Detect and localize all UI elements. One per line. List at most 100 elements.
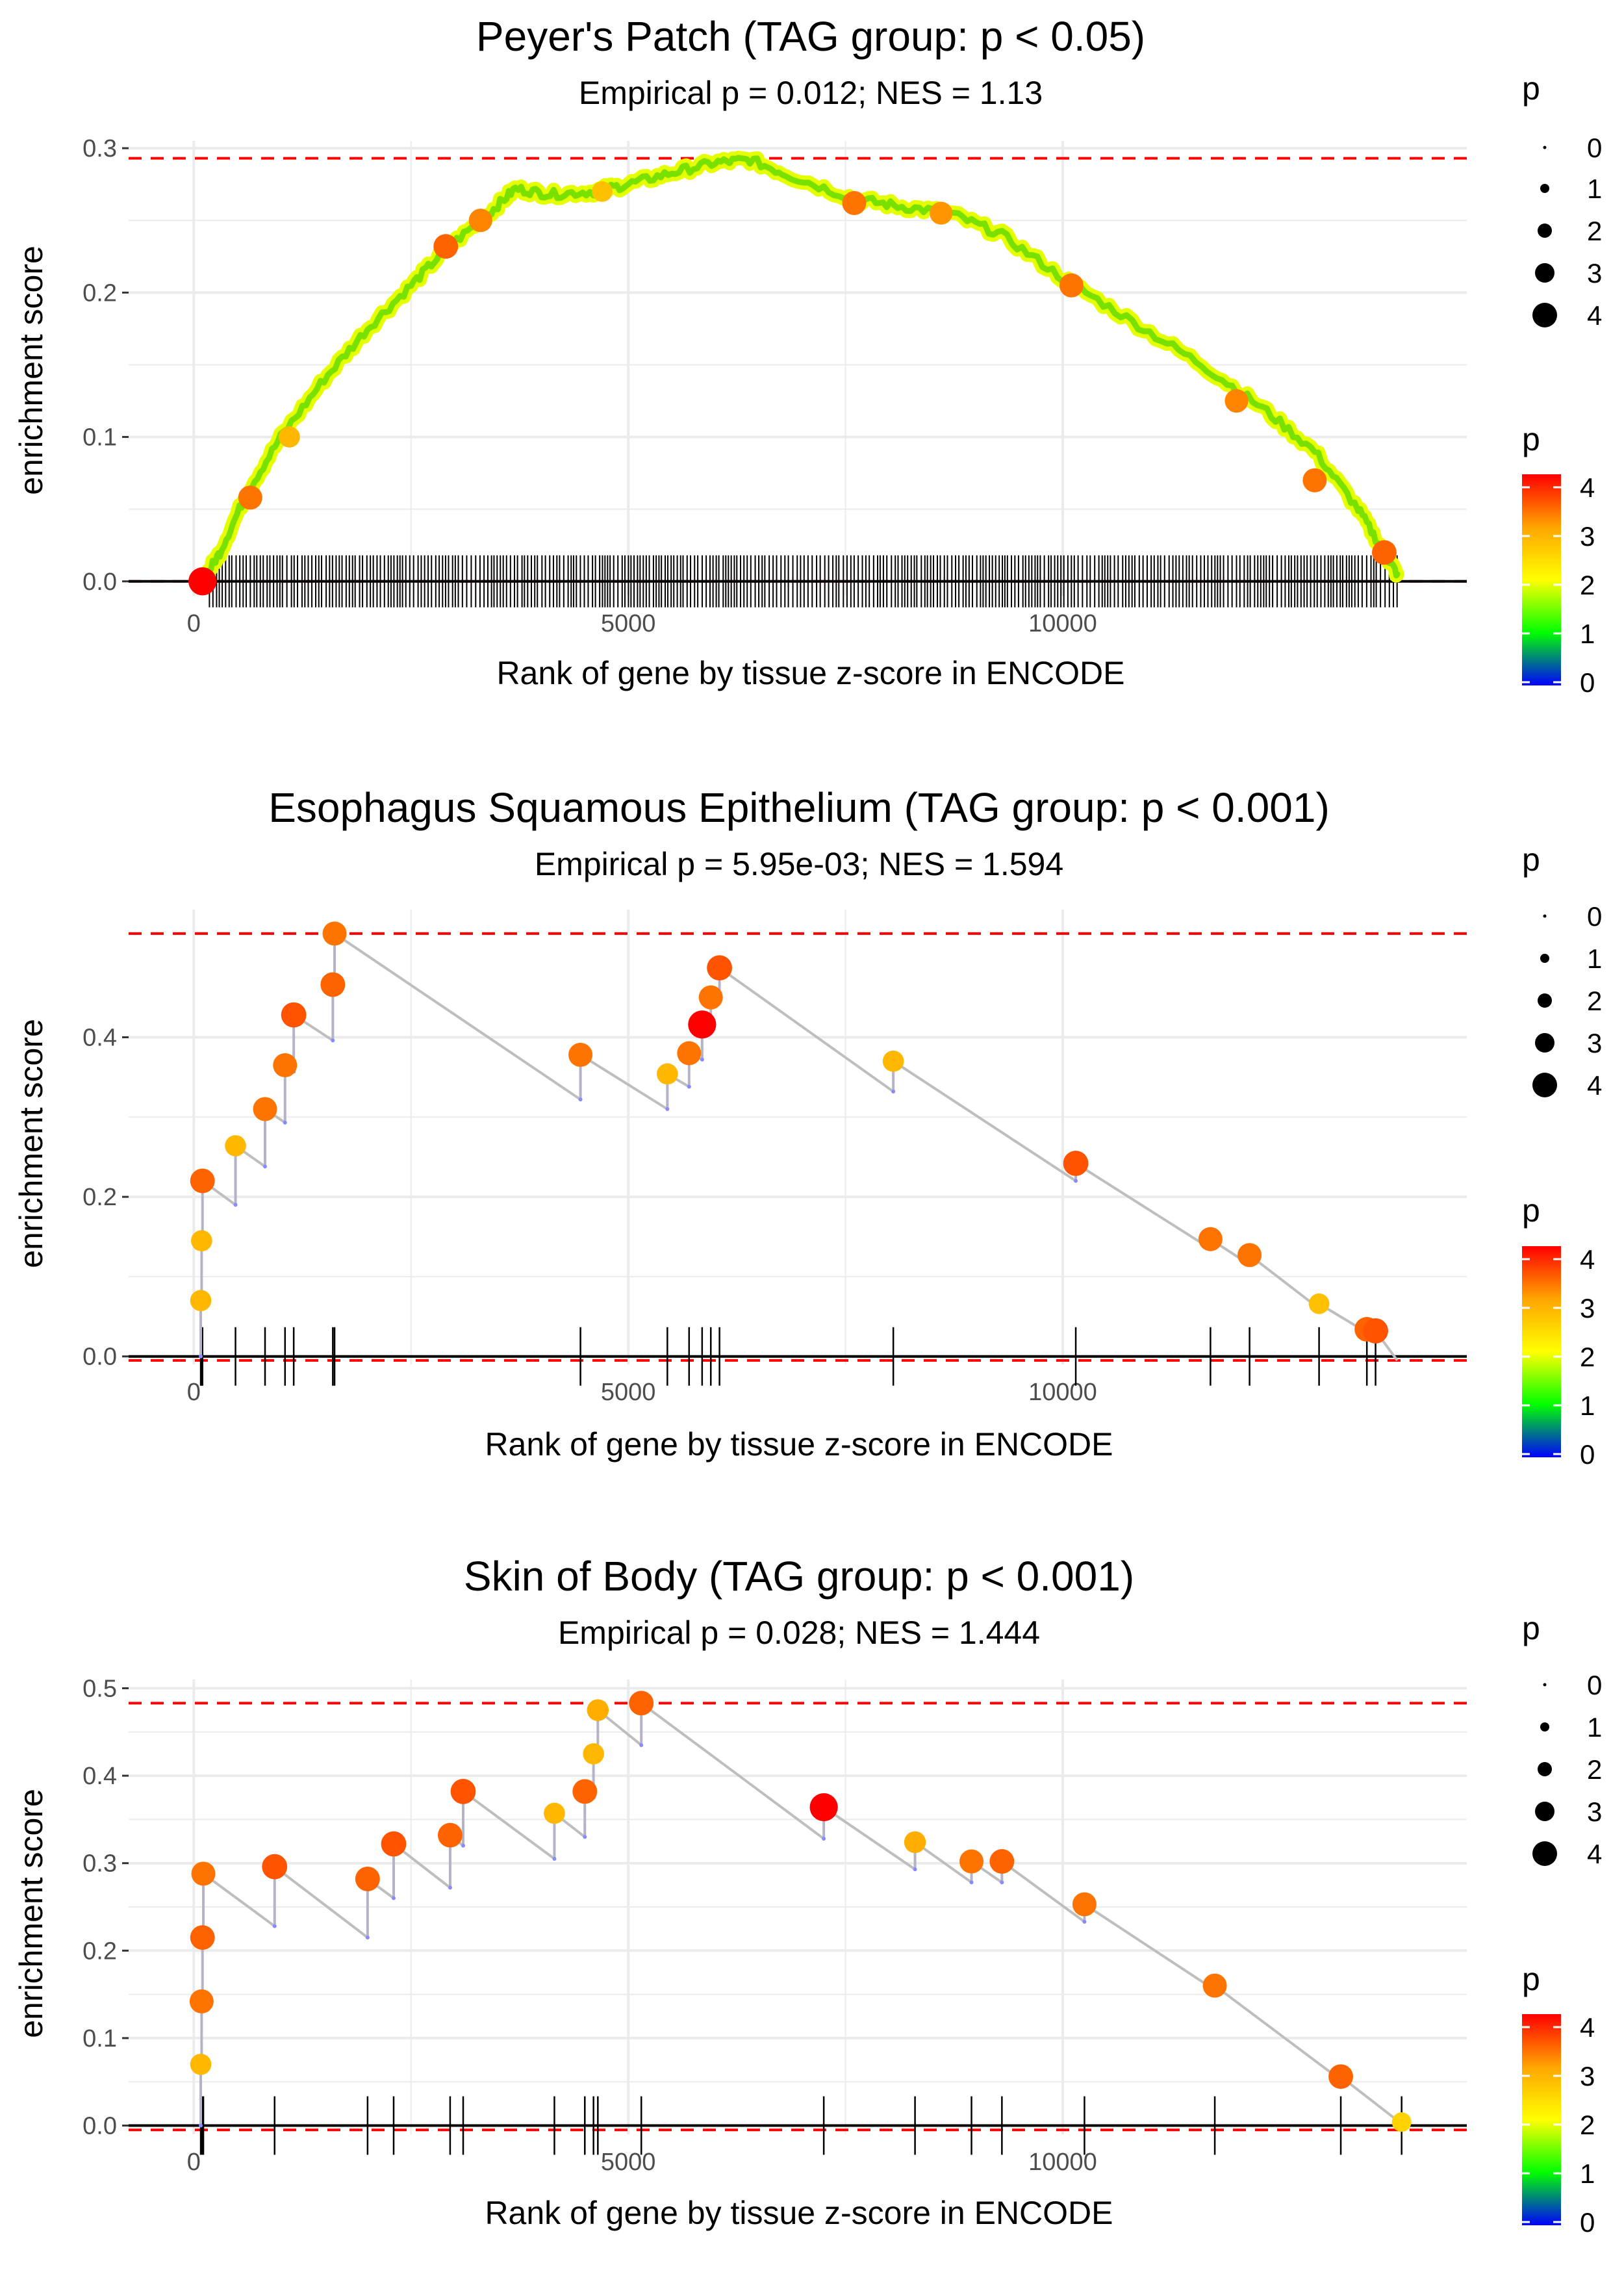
hit-point	[657, 1063, 678, 1085]
size-legend-dot-1	[1540, 954, 1549, 963]
panel-peyers-patch: Peyer's Patch (TAG group: p < 0.05) Empi…	[13, 13, 1602, 698]
walk-segment	[462, 1790, 555, 1860]
hit-point	[1391, 2112, 1412, 2132]
color-legend-label: 4	[1580, 2012, 1595, 2043]
walk-segment	[1339, 2075, 1402, 2125]
walk-dip	[448, 1885, 452, 1890]
y-tick-label: 0.2	[82, 1184, 117, 1211]
size-legend-dot-4	[1532, 1841, 1557, 1866]
y-tick-label: 0.2	[82, 279, 117, 307]
size-legend-title: p	[1522, 1610, 1540, 1646]
y-axis-label: enrichment score	[13, 246, 49, 495]
walk-dip	[1000, 1880, 1004, 1885]
hit-point	[1202, 1973, 1227, 1998]
size-legend-dot-0	[1543, 914, 1547, 918]
x-axis-label: Rank of gene by tissue z-score in ENCODE	[485, 1426, 1113, 1463]
size-legend-label: 4	[1587, 300, 1602, 331]
walk-segment	[1249, 1254, 1320, 1310]
hit-point	[468, 209, 492, 233]
hit-point	[587, 1699, 609, 1721]
walk-segment	[1001, 1860, 1085, 1923]
hit-point	[572, 1779, 598, 1804]
size-legend-dot-0	[1543, 1683, 1547, 1687]
hit-point	[882, 1051, 904, 1072]
size-legend-label: 2	[1587, 986, 1602, 1016]
size-legend-dot-2	[1538, 1762, 1552, 1776]
walk-dip	[233, 1203, 238, 1207]
hit-point	[568, 1042, 593, 1067]
walk-segment	[1084, 1903, 1216, 1991]
hit-point	[191, 1861, 216, 1886]
y-tick-label: 0.0	[82, 2113, 117, 2140]
size-legend-dot-1	[1540, 1722, 1549, 1731]
walk-dip	[199, 2123, 203, 2128]
y-axis-label: enrichment score	[13, 1019, 49, 1268]
hit-point	[190, 1925, 215, 1950]
hit-point	[190, 1290, 212, 1312]
y-tick-label: 0.4	[82, 1763, 117, 1790]
y-tick-label: 0.0	[82, 568, 117, 596]
panel-skin-of-body: Skin of Body (TAG group: p < 0.001) Empi…	[13, 1553, 1602, 2238]
size-legend-title: p	[1522, 841, 1540, 878]
walk-dip	[822, 1837, 826, 1841]
size-legend-dot-1	[1540, 184, 1549, 193]
walk-dip	[331, 1038, 335, 1043]
size-legend-label: 2	[1587, 1754, 1602, 1785]
walk-dip	[199, 1354, 203, 1359]
hit-point	[437, 1822, 463, 1848]
hit-point	[450, 1778, 476, 1804]
hit-point	[688, 1010, 717, 1039]
color-legend-label: 0	[1580, 1439, 1595, 1470]
hit-point	[190, 1168, 215, 1194]
hit-point	[1308, 1293, 1330, 1314]
x-tick-label: 0	[187, 610, 201, 637]
size-legend-label: 4	[1587, 1070, 1602, 1101]
y-tick-label: 0.0	[82, 1344, 117, 1371]
size-legend-label: 3	[1587, 1796, 1602, 1827]
walk-segment	[202, 1872, 275, 1928]
y-tick-label: 0.3	[82, 135, 117, 162]
es-curve-band	[195, 150, 1404, 593]
size-legend-label: 0	[1587, 901, 1602, 932]
hit-point	[189, 1989, 214, 2013]
hit-point	[629, 1691, 654, 1716]
size-legend-label: 4	[1587, 1839, 1602, 1869]
hit-point	[320, 972, 346, 997]
x-tick-label: 0	[187, 1379, 201, 1406]
size-legend-label: 1	[1587, 1712, 1602, 1743]
y-tick-label: 0.4	[82, 1024, 117, 1051]
hit-point	[191, 1230, 212, 1251]
size-legend: p 0 1 2 3 4	[1522, 1610, 1602, 1869]
walk-dip	[700, 1057, 704, 1062]
size-legend-label: 1	[1587, 943, 1602, 974]
walk-dip	[263, 1164, 268, 1169]
x-tick-label: 5000	[601, 2149, 656, 2176]
hit-point	[904, 1831, 926, 1854]
color-legend-label: 1	[1580, 619, 1595, 649]
size-legend-dot-2	[1538, 224, 1552, 238]
size-legend-dot-3	[1535, 1802, 1554, 1821]
walk-segment	[1213, 1984, 1342, 2082]
color-legend-label: 1	[1580, 2158, 1595, 2189]
hit-point	[1371, 540, 1397, 565]
plot-area: 0.0 0.1 0.2 0.3 0.4 0.5 0 5000 10000	[82, 1675, 1467, 2176]
y-tick-label: 0.5	[82, 1675, 117, 1702]
color-legend-title: p	[1522, 1961, 1540, 1997]
hit-point	[677, 1041, 702, 1066]
panel-title: Esophagus Squamous Epithelium (TAG group…	[268, 784, 1330, 831]
hit-point	[1198, 1227, 1223, 1251]
walk-dip	[665, 1107, 670, 1112]
hit-point	[190, 2053, 212, 2075]
size-legend-dot-3	[1535, 1033, 1554, 1053]
hit-point	[1063, 1151, 1089, 1176]
color-legend-label: 4	[1580, 472, 1595, 503]
size-legend-label: 0	[1587, 1670, 1602, 1700]
hit-point	[1328, 2064, 1353, 2089]
panel-esophagus-squamous-epithelium: Esophagus Squamous Epithelium (TAG group…	[13, 784, 1602, 1470]
size-legend-label: 1	[1587, 173, 1602, 204]
hit-point	[809, 1793, 838, 1822]
size-legend-label: 3	[1587, 1028, 1602, 1058]
y-tick-label: 0.1	[82, 424, 117, 452]
size-legend-dot-3	[1535, 263, 1554, 283]
size-legend-dot-4	[1532, 1073, 1557, 1097]
